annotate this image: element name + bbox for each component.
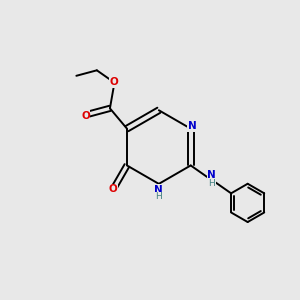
Text: O: O [110, 77, 118, 88]
Text: H: H [155, 192, 162, 201]
Text: N: N [154, 185, 163, 195]
Text: H: H [208, 179, 215, 188]
Text: N: N [188, 121, 197, 131]
Text: N: N [207, 170, 216, 180]
Text: O: O [81, 111, 90, 121]
Text: O: O [109, 184, 117, 194]
